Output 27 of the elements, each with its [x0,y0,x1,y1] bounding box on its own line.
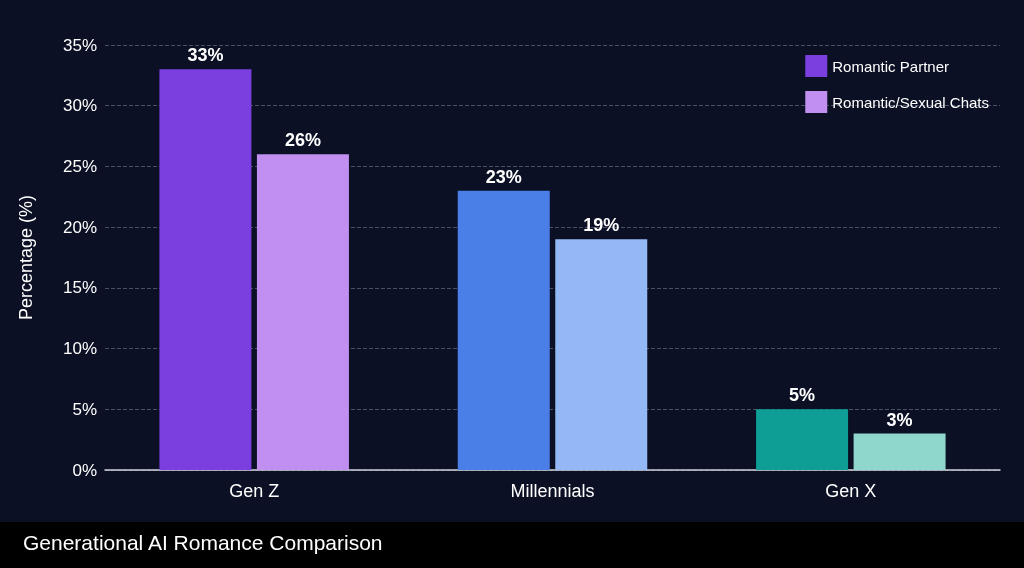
y-axis-title: Percentage (%) [16,194,36,321]
y-tick-label: 35% [62,35,97,55]
data-label: 23% [485,166,522,187]
bar [159,69,252,470]
bar [756,409,849,470]
x-tick-label: Millennials [510,481,595,501]
x-tick-label: Gen X [825,481,877,501]
y-tick-label: 20% [62,217,97,237]
y-tick-label: 25% [62,156,97,176]
y-tick-label: 5% [72,399,97,419]
bar [256,154,349,470]
bar [555,239,648,470]
data-label: 26% [284,130,321,151]
y-tick-label: 30% [62,96,97,116]
bar [853,433,946,470]
x-tick-label: Gen Z [229,481,280,501]
data-label: 5% [789,385,816,406]
y-tick-label: 0% [72,460,97,480]
y-tick-label: 15% [62,278,97,298]
data-label: 33% [187,45,224,66]
bar [457,190,550,470]
data-label: 19% [583,215,620,236]
y-tick-label: 10% [62,339,97,359]
legend-label: Romantic Partner [832,57,949,75]
legend-label: Romantic/Sexual Chats [832,93,990,111]
text: Generational AI Romance Comparison [23,531,383,554]
data-label: 3% [886,409,913,430]
